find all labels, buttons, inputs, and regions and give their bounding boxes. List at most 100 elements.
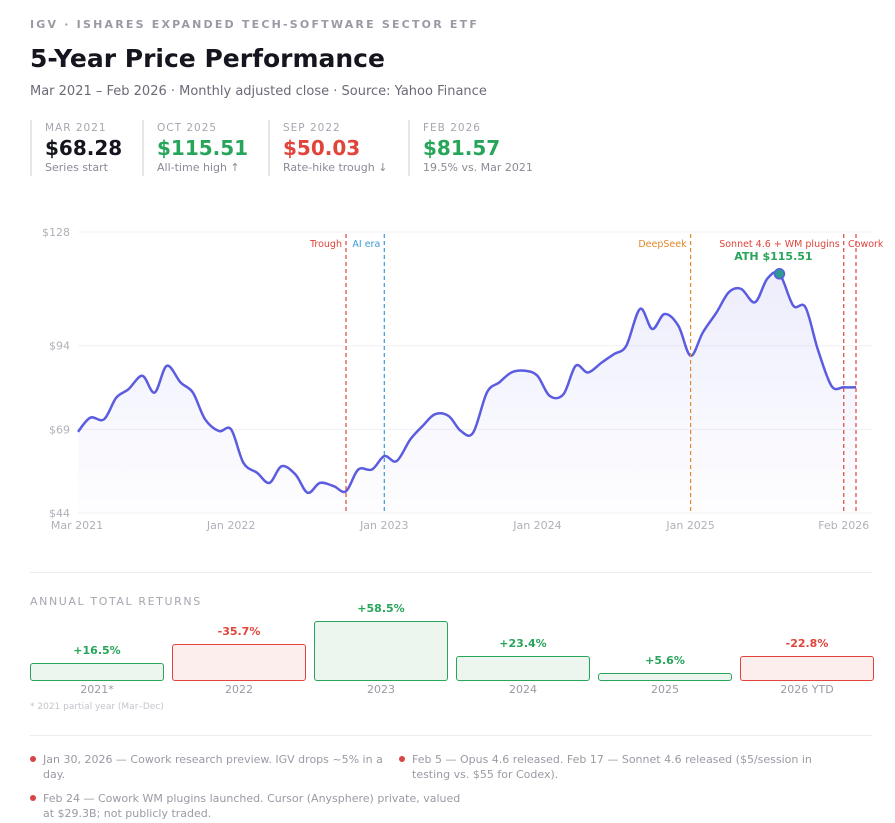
ath-marker — [773, 268, 786, 280]
event-label: Sonnet 4.6 + WM plugins — [719, 239, 840, 250]
price-point — [265, 479, 273, 487]
stat-value: $115.51 — [157, 136, 249, 160]
price-point — [584, 369, 592, 377]
price-point — [445, 412, 453, 420]
annual-bar-2023: +58.5% 2023 — [314, 600, 448, 700]
stat-series-start: MAR 2021 $68.28 Series start — [30, 120, 122, 176]
ticker-kicker: IGV · ISHARES EXPANDED TECH-SOFTWARE SEC… — [30, 18, 480, 31]
stat-value: $81.57 — [423, 136, 501, 160]
x-tick-label: Jan 2022 — [206, 519, 255, 532]
ath-label: ATH $115.51 — [734, 250, 812, 263]
page-title: 5-Year Price Performance — [30, 44, 385, 73]
price-point — [354, 466, 362, 474]
x-tick-label: Jan 2025 — [665, 519, 714, 532]
stat-label: OCT 2025 — [157, 122, 218, 134]
price-point — [610, 350, 618, 358]
return-bar — [30, 662, 164, 681]
return-bar — [740, 656, 874, 681]
stat-note: All-time high ↑ — [157, 161, 240, 174]
return-bar — [172, 643, 306, 681]
event-label: AI era — [352, 239, 380, 250]
x-tick-label: Mar 2021 — [51, 519, 103, 532]
price-point — [316, 479, 324, 487]
annual-bar-2021: +16.5% 2021* — [30, 600, 164, 700]
price-point — [560, 390, 568, 398]
event-note: Feb 5 — Opus 4.6 released. Feb 17 — Sonn… — [399, 752, 832, 782]
event-note-text: Jan 30, 2026 — Cowork research preview. … — [43, 753, 383, 781]
price-point — [622, 342, 630, 350]
price-point — [253, 469, 261, 477]
stat-label: SEP 2022 — [283, 122, 341, 134]
stats-row: MAR 2021 $68.28 Series start OCT 2025 $1… — [30, 120, 872, 178]
price-point — [151, 389, 159, 397]
return-label: +5.6% — [645, 654, 685, 668]
price-point — [278, 462, 286, 470]
x-tick-label: Feb 2026 — [818, 519, 869, 532]
price-point — [419, 422, 427, 430]
price-point — [763, 275, 771, 283]
price-point — [751, 298, 759, 306]
stat-note: Series start — [45, 161, 108, 174]
price-point — [227, 425, 235, 433]
price-point — [239, 459, 247, 467]
year-label: 2023 — [367, 683, 395, 696]
price-point — [661, 310, 669, 318]
year-label: 2021* — [80, 683, 114, 696]
price-point — [431, 410, 439, 418]
price-point — [469, 429, 477, 437]
year-label: 2022 — [225, 683, 253, 696]
divider — [30, 735, 872, 736]
page-subtitle: Mar 2021 – Feb 2026 · Monthly adjusted c… — [30, 84, 487, 99]
price-point — [674, 322, 682, 330]
price-point — [533, 372, 541, 380]
partial-year-note: * 2021 partial year (Mar–Dec) — [30, 702, 164, 712]
price-point — [572, 362, 580, 370]
price-point — [636, 305, 644, 313]
price-point — [495, 379, 503, 387]
price-point — [201, 415, 209, 423]
stat-value: $68.28 — [45, 136, 123, 160]
red-dot-icon — [30, 795, 36, 801]
year-label: 2024 — [509, 683, 537, 696]
return-label: +58.5% — [357, 602, 405, 615]
price-point — [393, 457, 401, 465]
stat-note: Rate-hike trough ↓ — [283, 161, 388, 174]
annual-returns-title: ANNUAL TOTAL RETURNS — [30, 595, 202, 608]
price-point — [725, 288, 733, 296]
annual-bar-2026-ytd: -22.8% 2026 YTD — [740, 600, 874, 700]
price-point — [330, 482, 338, 490]
price-point — [483, 389, 491, 397]
x-tick-label: Jan 2023 — [359, 519, 408, 532]
price-point — [292, 471, 300, 479]
price-line — [77, 270, 857, 495]
stat-value: $50.03 — [283, 136, 361, 160]
red-dot-icon — [30, 756, 36, 762]
y-tick-label: $128 — [42, 226, 70, 239]
price-point — [457, 427, 465, 435]
y-tick-label: $44 — [49, 507, 70, 520]
price-point — [189, 389, 197, 397]
return-bar — [456, 655, 590, 681]
return-label: +23.4% — [499, 636, 547, 650]
event-note-text: Feb 24 — Cowork WM plugins launched. Cur… — [43, 792, 461, 820]
return-label: -22.8% — [785, 637, 829, 651]
price-point — [699, 328, 707, 336]
return-label: -35.7% — [217, 624, 261, 638]
price-point — [406, 435, 414, 443]
dashboard: IGV · ISHARES EXPANDED TECH-SOFTWARE SEC… — [30, 0, 884, 823]
event-label: DeepSeek — [638, 239, 687, 250]
price-point — [163, 362, 171, 370]
annual-returns-bars: +16.5% 2021* -35.7% 2022 +58.5% 2023 +23.4% 202… — [30, 600, 874, 710]
divider — [30, 572, 872, 573]
return-bar — [314, 621, 448, 681]
price-point — [177, 379, 185, 387]
annual-bar-2022: -35.7% 2022 — [172, 600, 306, 700]
price-point — [215, 427, 223, 435]
event-label: Cowork — [848, 239, 884, 250]
annual-bar-2025: +5.6% 2025 — [598, 600, 732, 700]
price-chart: $128 $94 $69 $44 Mar 2021 Jan 2022 Jan 2023 Jan… — [30, 220, 884, 540]
x-tick-label: Jan 2024 — [512, 519, 561, 532]
price-point — [598, 359, 606, 367]
price-point — [546, 392, 554, 400]
